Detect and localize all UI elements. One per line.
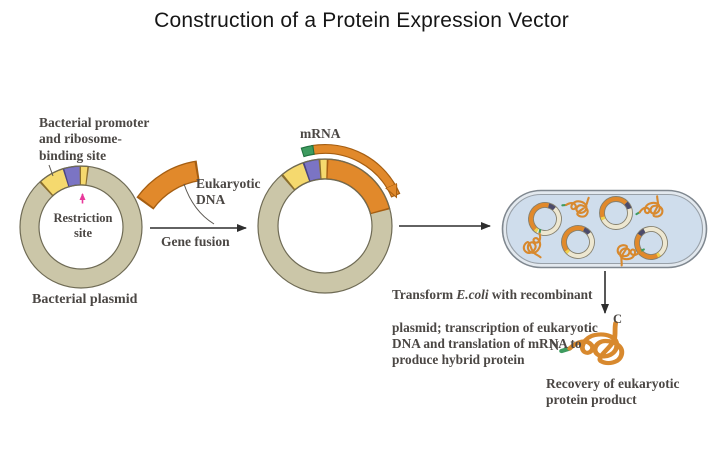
- promoter-label: Bacterial promoter and ribosome- binding…: [39, 115, 150, 163]
- eukaryotic-dna-leader-line: [183, 183, 215, 225]
- recombinant-plasmid-figure: [257, 143, 401, 294]
- bacterial-plasmid-figure: [19, 165, 143, 289]
- transform-caption-line1: Transform E.coli with recombinant: [392, 287, 593, 303]
- ecoli-italic: E.coli: [456, 287, 489, 303]
- page-title: Construction of a Protein Expression Vec…: [154, 9, 569, 32]
- mrna-arrow: [312, 145, 399, 195]
- promoter-segment: [41, 169, 70, 196]
- eukaryotic-dna-arc: [136, 160, 201, 210]
- restriction-site-label: Restriction site: [53, 211, 113, 240]
- transform-caption: Transform E.coli with recombinant plasmi…: [392, 271, 637, 385]
- mrna-start-cap: [301, 146, 314, 156]
- recovery-label: Recovery of eukaryotic protein product: [546, 376, 680, 408]
- rbs-segment: [304, 159, 322, 181]
- eukaryotic-dna-label: Eukaryotic DNA: [196, 176, 261, 208]
- bacterial-plasmid-label: Bacterial plasmid: [32, 292, 138, 307]
- promoter-leader-line: [48, 164, 54, 177]
- promoter-segment: [283, 163, 311, 190]
- rbs-segment: [64, 166, 82, 187]
- gene-fusion-label: Gene fusion: [161, 234, 230, 249]
- mrna-label: mRNA: [300, 126, 341, 141]
- transform-caption-rest: plasmid; transcription of eukaryotic DNA…: [392, 319, 598, 368]
- c-terminus-label: C: [613, 312, 623, 326]
- ecoli-cell: [501, 189, 708, 269]
- n-terminus-label: N: [550, 339, 560, 353]
- orange-dna-segment: [327, 159, 389, 214]
